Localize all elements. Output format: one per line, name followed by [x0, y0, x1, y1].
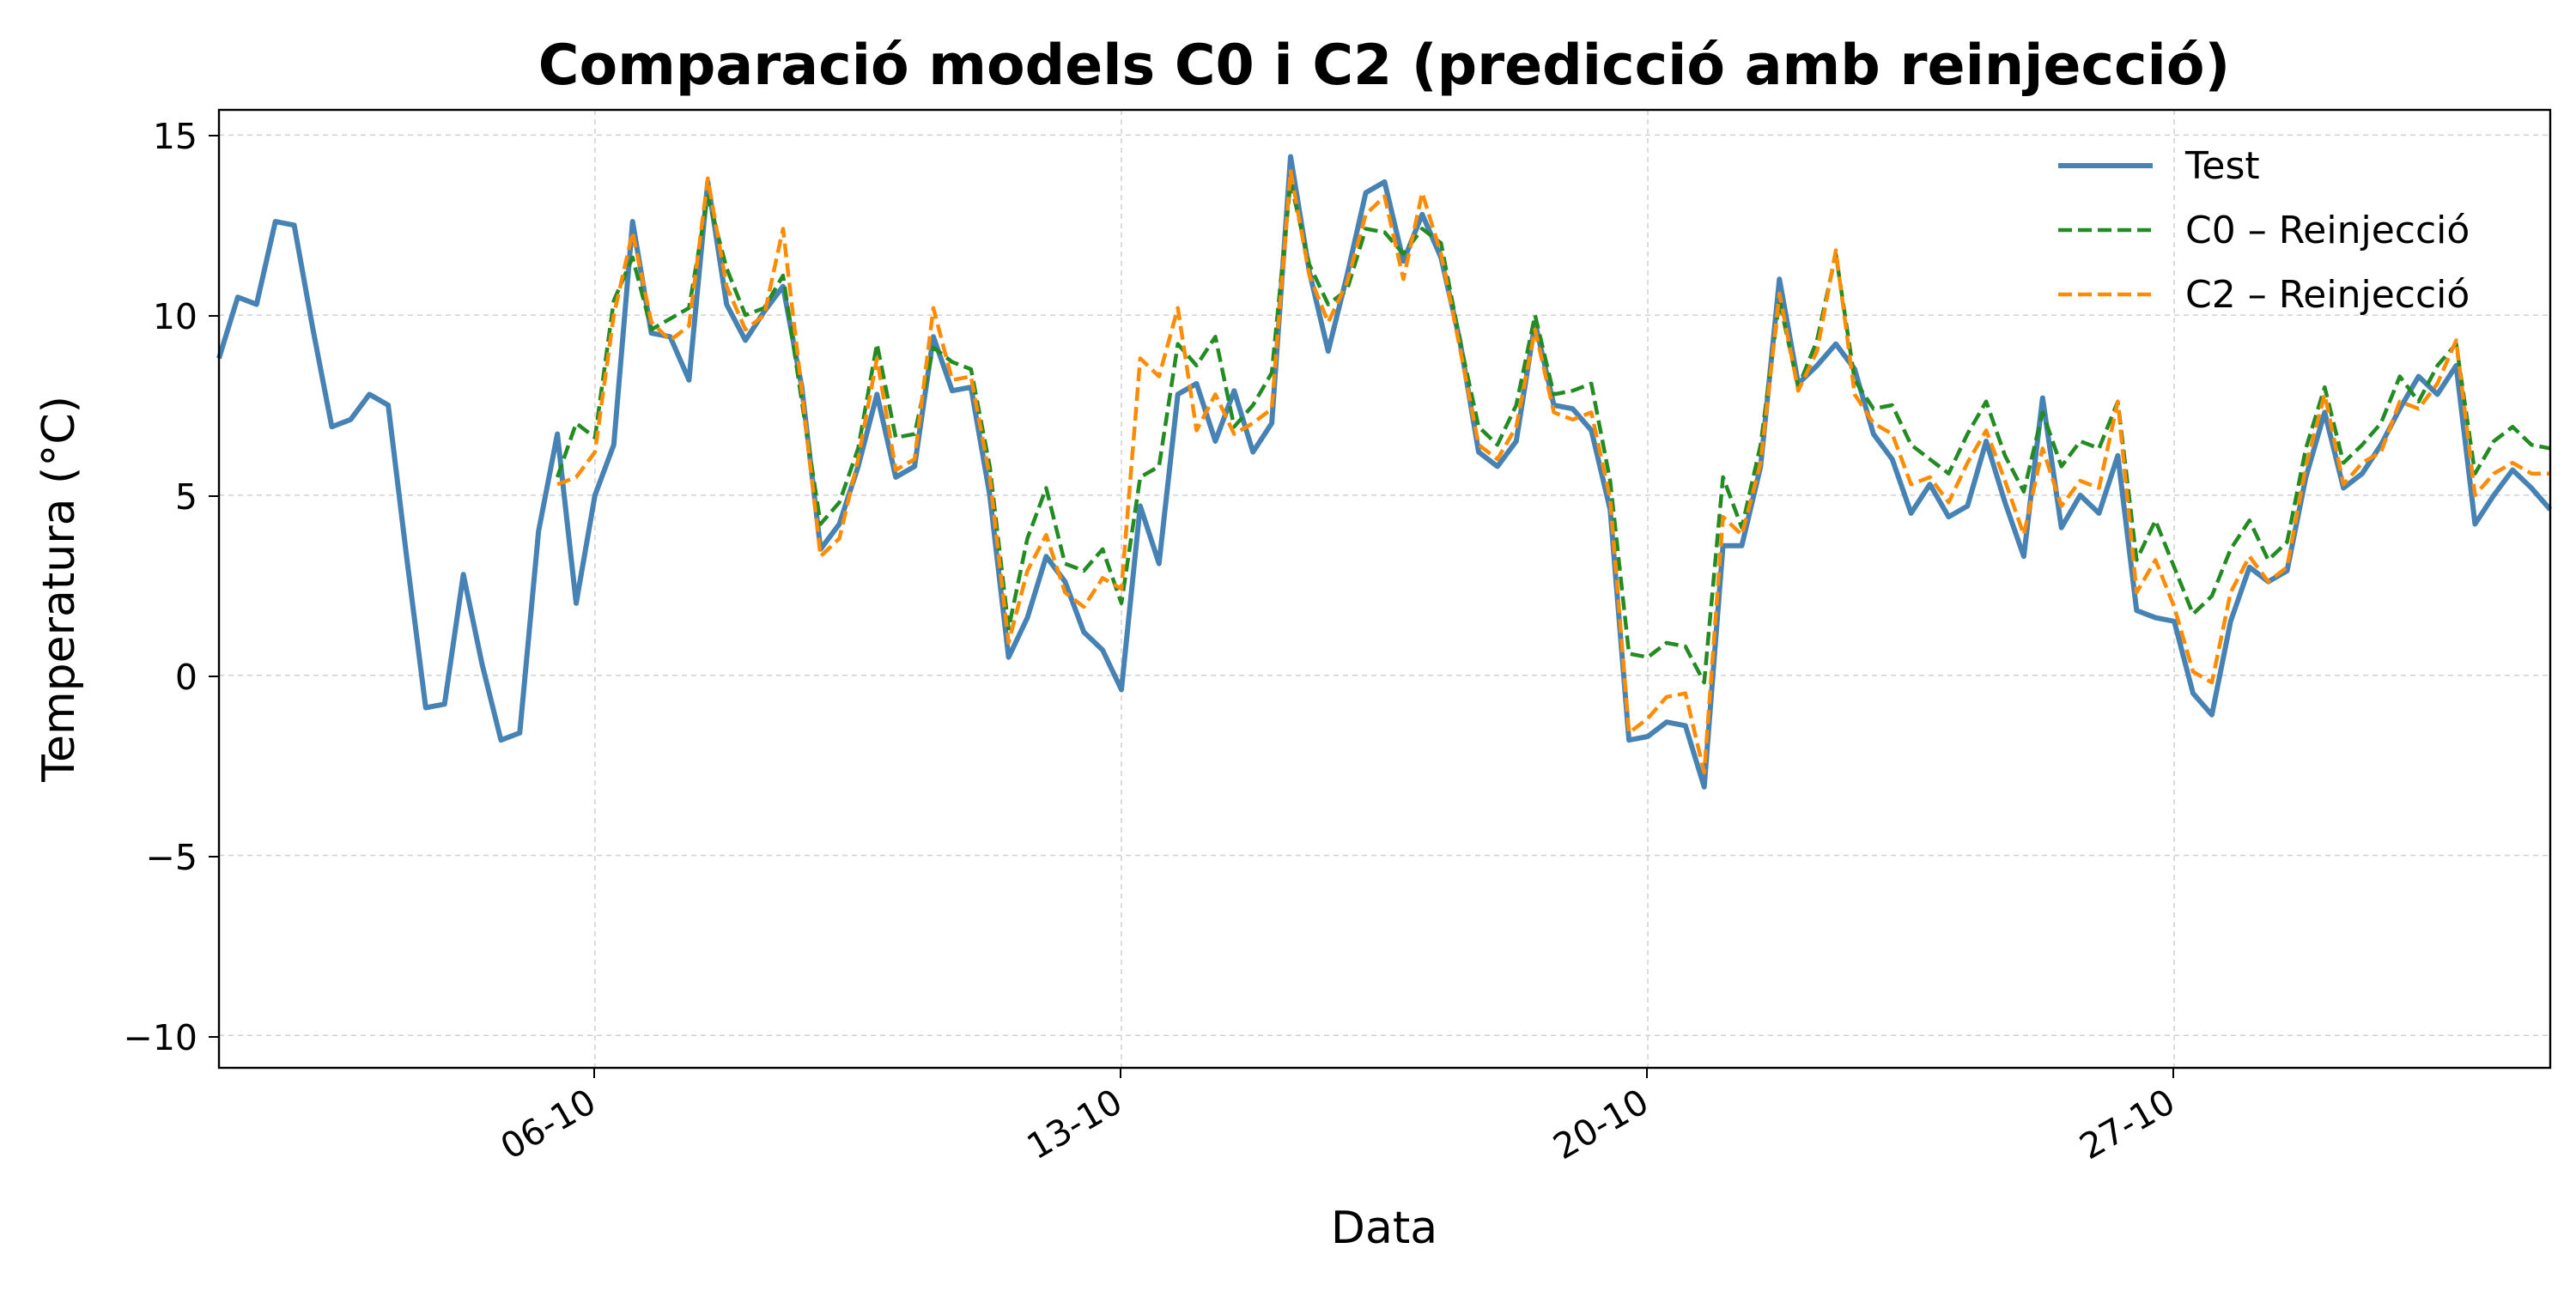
legend-entry-c2: C2 – Reinjecció [2058, 273, 2470, 317]
y-tick: 15 [153, 116, 219, 157]
legend-entry-test: Test [2058, 144, 2260, 188]
legend-label-c0: C0 – Reinjecció [2185, 209, 2470, 252]
series-line-c2 [556, 169, 2550, 775]
y-tick: −5 [146, 837, 219, 878]
legend: Test C0 – Reinjecció C2 – Reinjecció [2058, 144, 2470, 317]
x-axis-title: Data [1331, 1203, 1437, 1254]
y-tick: −10 [123, 1017, 219, 1058]
y-tick: 5 [175, 476, 219, 518]
y-tick-label: 5 [175, 476, 197, 518]
y-tick-label: 15 [153, 116, 197, 157]
series-lines [216, 154, 2553, 790]
y-axis: 15 10 5 0 −5 −10 [123, 116, 219, 1058]
plot-frame [217, 108, 2552, 1070]
y-tick: 0 [175, 657, 219, 698]
series-line-c0 [555, 179, 2551, 685]
y-tick-label: 0 [175, 657, 197, 698]
legend-label-c2: C2 – Reinjecció [2185, 273, 2470, 317]
chart-title: Comparació models C0 i C2 (predicció amb… [538, 33, 2230, 98]
y-tick-label: 10 [153, 296, 197, 337]
y-axis-title: Temperatura (°C) [33, 396, 85, 783]
gridlines [219, 110, 2550, 1068]
y-tick-label: −5 [146, 837, 197, 878]
series-line-test [216, 154, 2553, 790]
legend-entry-c0: C0 – Reinjecció [2058, 209, 2470, 252]
y-tick-label: −10 [123, 1017, 197, 1058]
y-tick: 10 [153, 296, 219, 337]
legend-label-test: Test [2184, 144, 2260, 188]
